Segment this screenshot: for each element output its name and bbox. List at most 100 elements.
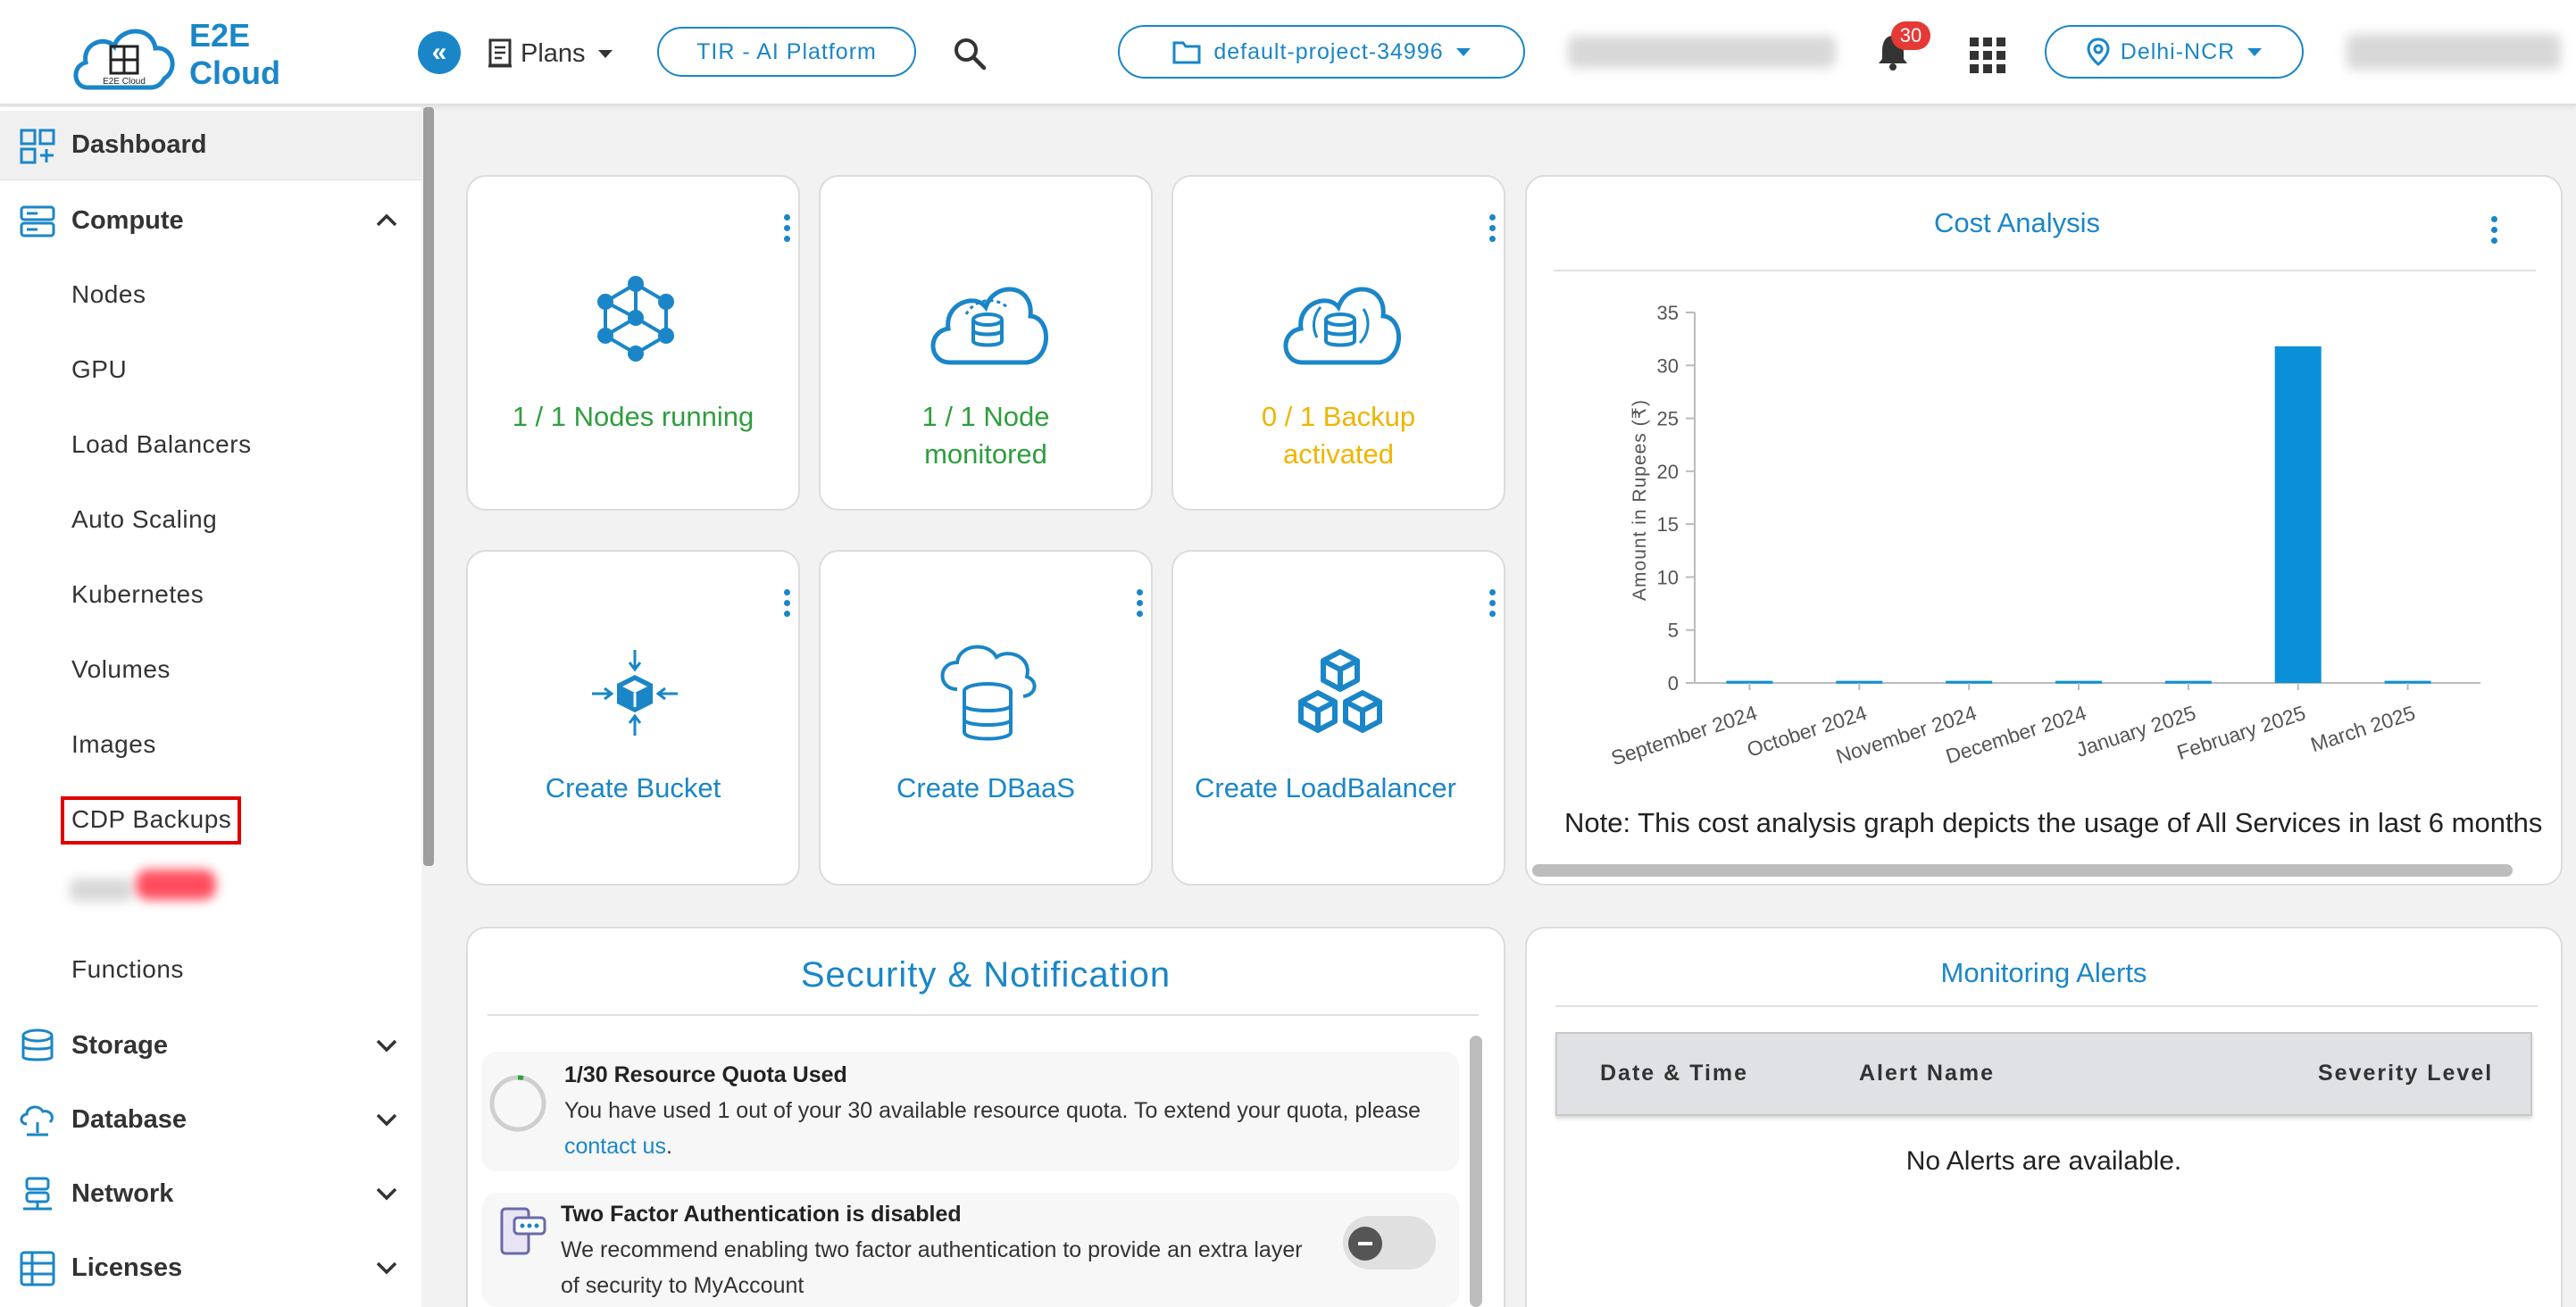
- apps-grid-icon[interactable]: [1970, 37, 2005, 73]
- sidebar: [0, 107, 421, 1307]
- nodes-running-card[interactable]: 1 / 1 Nodes running: [466, 175, 800, 511]
- sidebar-item-images[interactable]: Images: [71, 730, 156, 758]
- collapse-sidebar-button[interactable]: «: [418, 31, 461, 74]
- sidebar-item-kubernetes[interactable]: Kubernetes: [71, 580, 204, 608]
- sidebar-item-auto-scaling[interactable]: Auto Scaling: [71, 505, 218, 533]
- region-selector[interactable]: Delhi-NCR: [2045, 25, 2304, 79]
- x-tick-label: March 2025: [2308, 701, 2419, 756]
- y-tick-label: 10: [1657, 566, 1679, 588]
- top-header: E2E Cloud E2E Cloud « Plans TIR - AI Pla…: [0, 0, 2576, 105]
- tfa-body-line2: of security to MyAccount: [561, 1273, 804, 1298]
- divider: [488, 1014, 1479, 1016]
- y-axis: 0 5 10 15 20 25 30 35: [1657, 302, 2480, 695]
- sidebar-item-network[interactable]: Network: [0, 1159, 421, 1228]
- tir-platform-button[interactable]: TIR - AI Platform: [657, 27, 916, 77]
- sidebar-label: Dashboard: [71, 130, 207, 159]
- security-scrollbar[interactable]: [1470, 1036, 1482, 1307]
- cost-bar-chart: Amount in Rupees (₹) 0 5 10 15 20 25 30 35 Sept…: [1608, 302, 2480, 770]
- sidebar-scrollbar[interactable]: [423, 107, 434, 866]
- sidebar-label: Network: [71, 1178, 174, 1208]
- create-bucket-card[interactable]: Create Bucket: [466, 550, 800, 886]
- y-tick-label: 0: [1668, 672, 1679, 695]
- sidebar-item-functions[interactable]: Functions: [71, 955, 184, 983]
- node-monitored-line1: 1 / 1 Node: [921, 401, 1050, 432]
- sidebar-item-compute[interactable]: Compute: [0, 186, 421, 255]
- blurred-new-badge: [136, 870, 216, 900]
- sidebar-item-cdp-backups[interactable]: CDP Backups: [71, 805, 232, 833]
- search-icon[interactable]: [952, 36, 988, 76]
- y-tick-label: 20: [1657, 461, 1679, 483]
- kebab-menu-icon[interactable]: [1489, 589, 1496, 621]
- location-pin-icon: [2087, 37, 2110, 66]
- col-severity-level[interactable]: Severity Level: [2318, 1061, 2494, 1086]
- sidebar-item-dashboard[interactable]: Dashboard: [0, 111, 421, 180]
- region-label: Delhi-NCR: [2120, 38, 2236, 64]
- chevron-down-icon: [376, 1261, 397, 1275]
- quota-title: 1/30 Resource Quota Used: [564, 1062, 847, 1087]
- kebab-menu-icon[interactable]: [1137, 589, 1144, 621]
- bar: [1946, 680, 1993, 684]
- nodes-cube-icon: [597, 276, 674, 362]
- plans-label: Plans: [521, 38, 586, 68]
- node-monitored-card[interactable]: 1 / 1 Node monitored: [819, 175, 1153, 511]
- cost-analysis-title: Cost Analysis: [1933, 207, 2101, 238]
- sidebar-label: Licenses: [71, 1253, 183, 1282]
- minus-icon: [1348, 1227, 1382, 1261]
- caret-down-icon: [1455, 47, 1471, 56]
- sidebar-item-nodes[interactable]: Nodes: [71, 280, 146, 308]
- folder-icon: [1172, 41, 1201, 64]
- chevron-up-icon: [376, 213, 397, 227]
- sidebar-item-gpu[interactable]: GPU: [71, 355, 128, 383]
- col-date-time[interactable]: Date & Time: [1600, 1061, 1749, 1086]
- caret-down-icon: [597, 49, 613, 58]
- create-loadbalancer-card[interactable]: Create LoadBalancer: [1171, 550, 1505, 886]
- y-tick-label: 30: [1657, 354, 1679, 377]
- y-tick-label: 15: [1657, 513, 1679, 536]
- divider: [1554, 270, 2536, 271]
- chevron-down-icon: [376, 1187, 397, 1201]
- bar: [2164, 680, 2212, 684]
- security-title: Security & Notification: [800, 955, 1171, 995]
- backup-activated-card[interactable]: 0 / 1 Backup activated: [1171, 175, 1505, 511]
- nodes-running-text: 1 / 1 Nodes running: [512, 401, 754, 432]
- double-chevron-left-icon: «: [431, 37, 447, 67]
- col-alert-name[interactable]: Alert Name: [1859, 1061, 1995, 1086]
- kebab-menu-icon[interactable]: [784, 214, 791, 246]
- kebab-menu-icon[interactable]: [784, 589, 791, 621]
- sidebar-item-licenses[interactable]: Licenses: [0, 1233, 421, 1303]
- contact-us-link[interactable]: contact us: [564, 1134, 666, 1159]
- cost-analysis-note: Note: This cost analysis graph depicts t…: [1564, 807, 2543, 838]
- sidebar-item-database[interactable]: Database: [0, 1085, 421, 1154]
- sidebar-item-volumes[interactable]: Volumes: [71, 655, 171, 683]
- chevron-down-icon: [376, 1039, 397, 1053]
- blurred-sidebar-item[interactable]: [70, 878, 132, 902]
- tfa-body-line1: We recommend enabling two factor authent…: [561, 1237, 1303, 1262]
- dashboard-icon: [20, 129, 55, 164]
- sidebar-item-storage[interactable]: Storage: [0, 1011, 421, 1080]
- logo[interactable]: E2E Cloud E2E Cloud: [70, 16, 338, 93]
- create-dbaas-card[interactable]: Create DBaaS: [819, 550, 1153, 886]
- create-bucket-label: Create Bucket: [545, 772, 721, 803]
- two-factor-toggle[interactable]: [1343, 1216, 1436, 1270]
- quota-body-text: You have used 1 out of your 30 available…: [564, 1098, 1421, 1123]
- backup-activated-line2: activated: [1282, 438, 1395, 470]
- plans-menu[interactable]: Plans: [487, 32, 613, 75]
- project-selector[interactable]: default-project-34996: [1118, 25, 1525, 79]
- tir-label: TIR - AI Platform: [696, 38, 877, 64]
- server-icon: [20, 205, 55, 237]
- backup-activated-line1: 0 / 1 Backup: [1261, 401, 1416, 432]
- no-alerts-message: No Alerts are available.: [1905, 1146, 2182, 1176]
- network-icon: [23, 1177, 52, 1211]
- sidebar-item-load-balancers[interactable]: Load Balancers: [71, 430, 252, 458]
- cloud-database-icon: [930, 287, 1048, 365]
- horizontal-scrollbar[interactable]: [1532, 864, 2513, 877]
- bar: [1726, 680, 1773, 684]
- highlight-box: [61, 796, 241, 845]
- quota-end: .: [665, 1134, 672, 1159]
- kebab-menu-icon[interactable]: [1489, 214, 1496, 246]
- blurred-user-menu[interactable]: [2347, 34, 2561, 70]
- database-stack-icon: [940, 645, 1037, 741]
- kebab-menu-icon[interactable]: [2491, 216, 2498, 248]
- cloud-logo-icon: E2E Cloud: [70, 16, 180, 93]
